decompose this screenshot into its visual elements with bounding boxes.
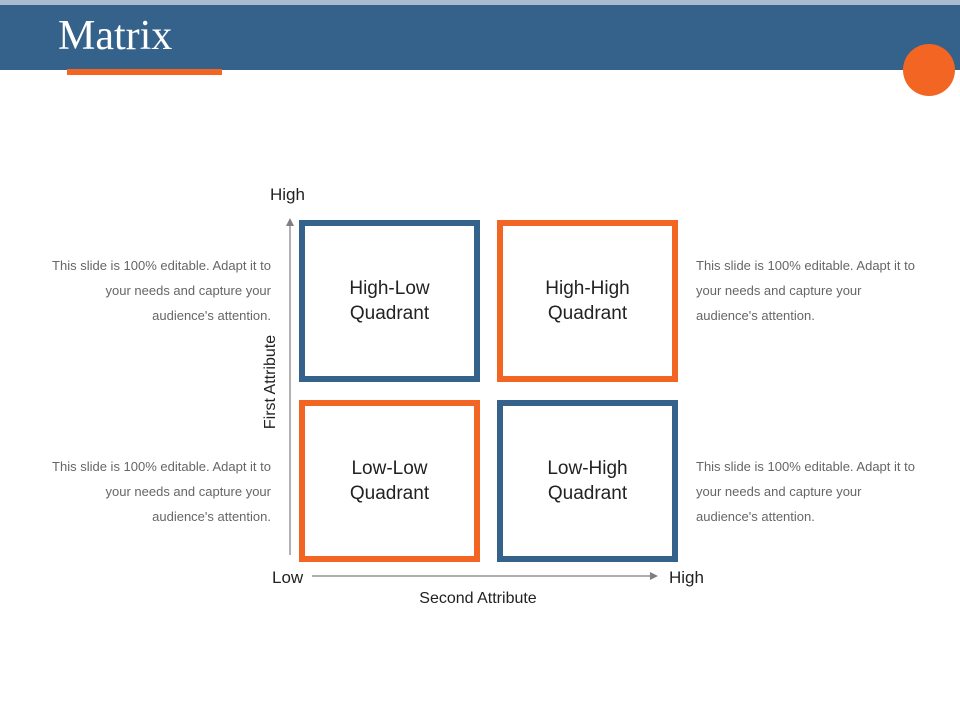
quadrant-low-high-label: Low-High Quadrant <box>547 458 628 504</box>
quadrant-low-low: Low-Low Quadrant <box>299 400 480 562</box>
y-axis-title: First Attribute <box>262 334 279 430</box>
quadrant-low-high: Low-High Quadrant <box>497 400 678 562</box>
note-top-left: This slide is 100% editable. Adapt it to… <box>52 258 271 323</box>
quadrant-high-low-label: High-Low Quadrant <box>349 278 430 324</box>
x-axis-title: Second Attribute <box>419 590 537 607</box>
slide-title: Matrix <box>58 13 173 59</box>
quadrant-high-high-label: High-High Quadrant <box>545 278 630 324</box>
x-axis-low-label: Low <box>272 568 304 587</box>
header-bar <box>0 5 960 70</box>
quadrant-high-high: High-High Quadrant <box>497 220 678 382</box>
title-underline <box>67 69 222 75</box>
note-bottom-right: This slide is 100% editable. Adapt it to… <box>696 459 915 524</box>
y-axis-high-label: High <box>270 185 305 204</box>
note-bottom-left: This slide is 100% editable. Adapt it to… <box>52 459 271 524</box>
quadrant-high-low: High-Low Quadrant <box>299 220 480 382</box>
quadrant-low-low-label: Low-Low Quadrant <box>349 458 430 504</box>
orange-circle-decoration <box>903 44 955 96</box>
x-axis-high-label: High <box>669 568 704 587</box>
note-top-right: This slide is 100% editable. Adapt it to… <box>696 258 915 323</box>
top-accent-strip <box>0 0 960 5</box>
